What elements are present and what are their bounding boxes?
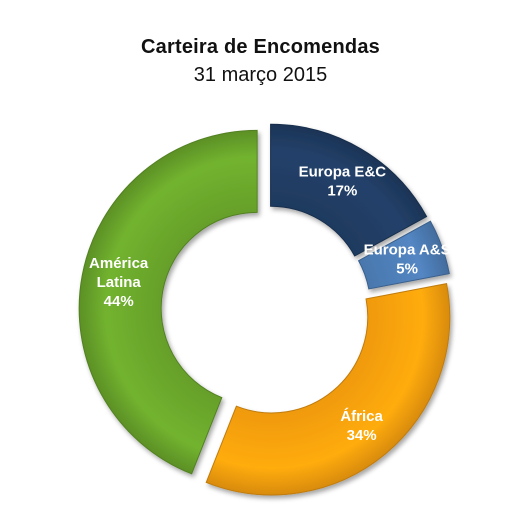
labels-layer: Europa E&C 17% Europa A&S 5% África 34% Améric… <box>89 163 451 444</box>
slice-europa-a-s <box>357 220 450 290</box>
slices-layer <box>78 123 451 496</box>
slice-value-america-latina: 44% <box>104 293 134 310</box>
slice-africa <box>205 282 451 496</box>
slice-group-africa <box>205 282 451 496</box>
chart-subtitle: 31 março 2015 <box>193 64 328 86</box>
slice-value-europa-a-s: 5% <box>396 261 418 278</box>
slice-name-america-latina: Latina <box>97 274 142 291</box>
slice-value-africa: 34% <box>347 427 377 444</box>
slice-name-america-latina: América <box>89 255 149 272</box>
slice-name-europa-a-s: Europa A&S <box>364 242 451 259</box>
slice-label-america-latina: América Latina 44% <box>89 255 149 310</box>
slice-name-europa-e-c: Europa E&C <box>299 163 387 180</box>
slice-label-africa: África 34% <box>340 408 383 444</box>
slice-name-africa: África <box>340 408 383 425</box>
slice-group-europa-e-c <box>270 123 428 257</box>
slice-label-europa-a-s: Europa A&S 5% <box>364 242 451 278</box>
slice-group-america-latina <box>78 129 258 475</box>
slice-group-europa-a-s <box>357 220 450 290</box>
slice-label-europa-e-c: Europa E&C 17% <box>299 163 387 199</box>
slice-america-latina <box>78 129 258 475</box>
chart-title: Carteira de Encomendas <box>141 36 380 58</box>
slice-europa-e-c <box>270 123 428 257</box>
slice-value-europa-e-c: 17% <box>327 182 357 199</box>
